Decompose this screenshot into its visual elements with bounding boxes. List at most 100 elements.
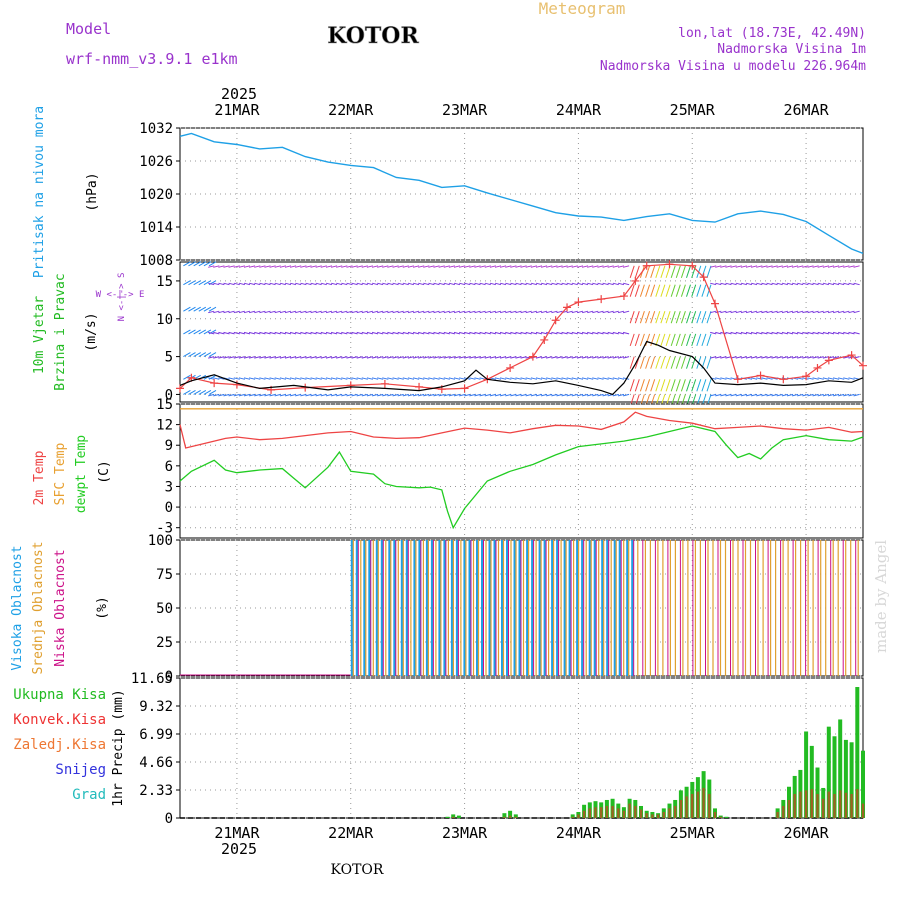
- wind-arrow: [382, 265, 389, 268]
- wind-gust-marker: [711, 299, 720, 308]
- precip-convective-bar: [656, 814, 660, 818]
- wind-arrow: [448, 310, 456, 314]
- cloud-bar-high: [443, 540, 446, 676]
- cloud-bar-high: [581, 540, 584, 676]
- wind-arrow: [412, 356, 420, 359]
- wind-arrow: [428, 331, 435, 335]
- wind-arrow: [183, 306, 191, 312]
- wind-arrow: [838, 377, 845, 380]
- wind-arrow: [597, 377, 604, 380]
- wind-arrow: [208, 389, 217, 395]
- wind-arrow: [827, 377, 835, 380]
- cloud-bar-high: [450, 540, 454, 676]
- wind-arrow: [300, 331, 307, 335]
- wind-arrow: [561, 356, 568, 359]
- cloud-ylabel-high: Visoka Oblacnost: [10, 545, 25, 670]
- wind-arrow: [218, 393, 225, 397]
- wind-arrow: [448, 282, 456, 286]
- wind-arrow: [279, 265, 287, 268]
- wind-arrow: [423, 331, 430, 335]
- wind-arrow: [284, 377, 292, 380]
- wind-arrow: [259, 310, 266, 314]
- wind-arrow: [218, 282, 225, 286]
- top-date-0: 21MAR: [214, 101, 260, 119]
- wind-arrow: [218, 377, 225, 380]
- wind-arrow: [848, 393, 855, 397]
- wind-arrow: [305, 265, 312, 268]
- wind-arrow: [725, 377, 732, 380]
- wind-arrow: [797, 356, 804, 359]
- wind-arrow: [710, 331, 717, 335]
- wind-arrow: [535, 377, 543, 380]
- wind-arrow: [515, 282, 522, 286]
- wind-arrow: [243, 265, 251, 268]
- wind-arrow: [822, 377, 830, 380]
- wind-arrow: [675, 333, 681, 347]
- model-label: Model: [66, 20, 111, 38]
- wind-arrow: [843, 393, 850, 397]
- wind-arrow: [530, 282, 538, 286]
- precip-convective-bar: [850, 793, 853, 818]
- wind-arrow: [853, 331, 860, 335]
- wind-arrow: [188, 306, 196, 312]
- wind-arrow: [505, 310, 512, 314]
- pressure-panel: 1008 1014 1020 1026 1032: [139, 121, 864, 269]
- wind-arrow: [366, 265, 374, 268]
- precip-convective-bar: [508, 815, 512, 818]
- wind-arrow: [797, 282, 804, 286]
- wind-arrow: [336, 310, 343, 314]
- wind-arrow: [208, 265, 215, 268]
- wind-arrow: [361, 310, 368, 314]
- wind-arrow: [459, 282, 466, 286]
- wind-arrow: [264, 310, 271, 314]
- wind-compass-vertical: N <-|-> S: [117, 273, 127, 322]
- wind-gust-marker: [210, 379, 219, 388]
- wind-arrow: [592, 310, 599, 314]
- wind-arrow: [776, 265, 783, 268]
- wind-arrow: [392, 356, 399, 359]
- wind-arrow: [203, 329, 212, 335]
- wind-arrow: [650, 356, 656, 369]
- wind-arrow: [510, 356, 517, 359]
- wind-arrow: [423, 393, 430, 397]
- cloud-bar-high: [543, 540, 546, 676]
- wind-arrow: [188, 389, 196, 395]
- wind-arrow: [479, 356, 486, 359]
- wind-arrow: [351, 393, 358, 397]
- wind-arrow: [295, 356, 302, 359]
- wind-arrow: [438, 356, 445, 359]
- wind-arrow: [412, 331, 420, 335]
- wind-arrow: [710, 282, 717, 286]
- wind-arrow: [812, 265, 819, 268]
- wind-arrow: [776, 310, 783, 314]
- wind-arrow: [781, 393, 789, 397]
- wind-gust-marker: [631, 276, 640, 285]
- wind-arrow: [576, 393, 584, 397]
- wind-arrow: [571, 282, 578, 286]
- wind-arrow: [382, 310, 389, 314]
- bottom-date-labels: 21MAR 22MAR 23MAR 24MAR 25MAR 26MAR: [214, 824, 829, 842]
- precip-legend-hail: Grad: [72, 787, 106, 803]
- wind-arrow: [464, 356, 471, 359]
- clouds-ytick-label-0: 0: [165, 669, 173, 685]
- wind-arrow: [629, 284, 635, 297]
- wind-arrow: [254, 356, 261, 359]
- wind-arrow: [474, 356, 481, 359]
- precip-convective-bar: [793, 793, 796, 818]
- wind-arrow: [680, 311, 686, 324]
- wind-arrow: [264, 265, 271, 268]
- wind-arrow: [341, 393, 348, 397]
- precip-convective-bar: [787, 799, 791, 818]
- precip-convective-bar: [514, 816, 517, 818]
- wind-arrow: [766, 282, 773, 286]
- wind-arrow: [423, 282, 430, 286]
- wind-arrow: [612, 265, 619, 268]
- wind-arrow: [484, 393, 491, 397]
- wind-arrow: [336, 377, 343, 380]
- wind-arrow: [680, 356, 686, 369]
- wind-arrow: [346, 393, 353, 397]
- wind-arrow: [706, 379, 712, 392]
- wind-arrow: [622, 393, 630, 397]
- wind-arrow: [597, 331, 604, 335]
- wind-arrow: [629, 356, 635, 369]
